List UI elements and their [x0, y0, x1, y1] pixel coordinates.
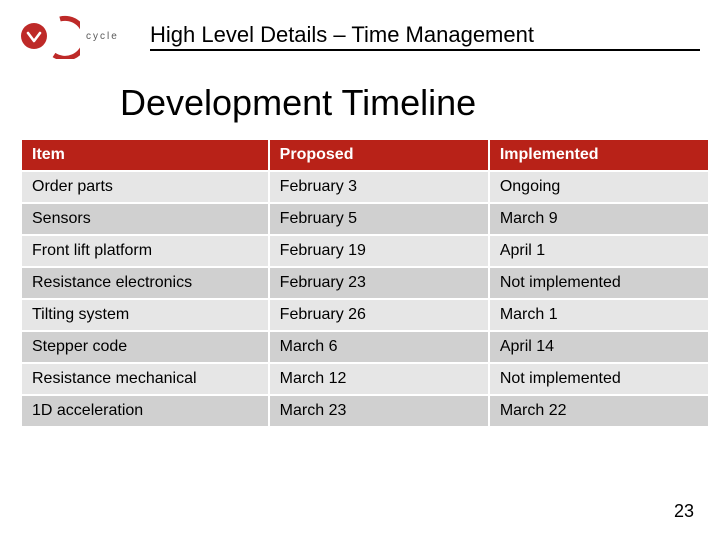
table-cell: March 9	[489, 203, 709, 235]
table-cell: March 12	[269, 363, 489, 395]
table-row: Order partsFebruary 3Ongoing	[21, 171, 709, 203]
table-row: Resistance mechanicalMarch 12Not impleme…	[21, 363, 709, 395]
table-header-cell: Item	[21, 139, 269, 171]
table-cell: Not implemented	[489, 267, 709, 299]
table-cell: March 6	[269, 331, 489, 363]
table-cell: February 26	[269, 299, 489, 331]
table-row: Resistance electronicsFebruary 23Not imp…	[21, 267, 709, 299]
table-cell: February 3	[269, 171, 489, 203]
table-cell: Order parts	[21, 171, 269, 203]
table-cell: Resistance electronics	[21, 267, 269, 299]
slide-header: cycle High Level Details – Time Manageme…	[20, 12, 700, 60]
logo: cycle	[20, 13, 140, 59]
page-number: 23	[674, 501, 694, 522]
table-cell: Not implemented	[489, 363, 709, 395]
table-cell: Resistance mechanical	[21, 363, 269, 395]
table-row: Tilting systemFebruary 26March 1	[21, 299, 709, 331]
table-row: Stepper codeMarch 6April 14	[21, 331, 709, 363]
table-header-cell: Proposed	[269, 139, 489, 171]
table-row: SensorsFebruary 5March 9	[21, 203, 709, 235]
table-cell: February 23	[269, 267, 489, 299]
table-cell: April 14	[489, 331, 709, 363]
table-cell: March 22	[489, 395, 709, 427]
timeline-table: ItemProposedImplementedOrder partsFebrua…	[20, 138, 710, 428]
slide-title: High Level Details – Time Management	[150, 22, 700, 51]
table-cell: March 23	[269, 395, 489, 427]
slide-subtitle: Development Timeline	[120, 82, 700, 124]
table-cell: March 1	[489, 299, 709, 331]
cycle-logo-icon	[20, 13, 80, 59]
table-row: Front lift platformFebruary 19April 1	[21, 235, 709, 267]
table-row: 1D accelerationMarch 23March 22	[21, 395, 709, 427]
table-cell: April 1	[489, 235, 709, 267]
table-header-cell: Implemented	[489, 139, 709, 171]
logo-text: cycle	[86, 31, 119, 42]
table-cell: Front lift platform	[21, 235, 269, 267]
table-cell: Sensors	[21, 203, 269, 235]
table-cell: February 19	[269, 235, 489, 267]
table-cell: Ongoing	[489, 171, 709, 203]
table-cell: Tilting system	[21, 299, 269, 331]
table-cell: February 5	[269, 203, 489, 235]
table-cell: 1D acceleration	[21, 395, 269, 427]
table-cell: Stepper code	[21, 331, 269, 363]
